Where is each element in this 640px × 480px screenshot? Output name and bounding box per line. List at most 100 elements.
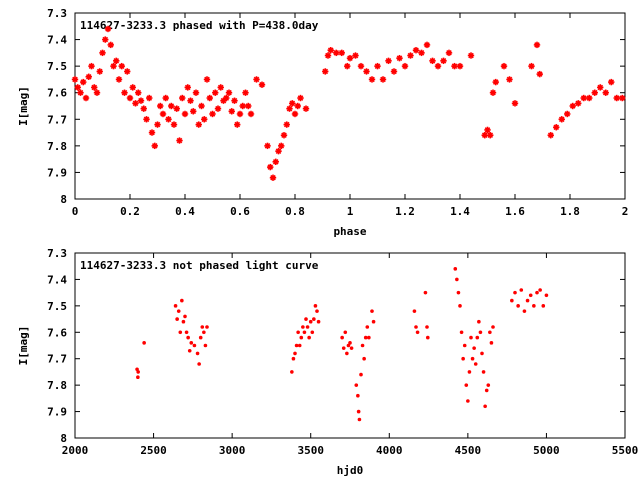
data-point (489, 89, 497, 96)
data-point (349, 346, 354, 350)
data-point (253, 76, 260, 83)
data-point (184, 330, 189, 335)
data-point (338, 49, 345, 57)
y-tick-label: 7.6 (47, 87, 67, 100)
x-tick-label: 0 (72, 205, 79, 218)
data-point (297, 343, 302, 348)
y-tick-label: 8 (60, 432, 67, 445)
data-point (480, 351, 484, 356)
data-point (569, 102, 576, 110)
data-point (459, 330, 464, 335)
data-point (312, 317, 316, 321)
x-tick-label: 0.8 (285, 205, 305, 218)
data-point (608, 78, 615, 86)
data-point (242, 89, 249, 96)
data-point (519, 288, 524, 292)
data-point (365, 325, 370, 329)
data-point (423, 290, 428, 295)
data-point (291, 110, 299, 118)
data-point (201, 116, 208, 123)
data-point (203, 343, 208, 348)
data-point (466, 399, 470, 403)
data-point (354, 383, 359, 387)
data-point (225, 89, 233, 96)
x-tick-label: 0.2 (120, 205, 140, 218)
data-point (356, 409, 361, 414)
data-point (486, 383, 491, 387)
x-tick-label: 3500 (297, 444, 324, 457)
data-point (575, 100, 582, 107)
data-point (484, 126, 491, 134)
data-point (488, 330, 492, 335)
data-point (245, 102, 252, 110)
data-point (415, 330, 420, 335)
data-point (85, 73, 92, 80)
data-point (280, 132, 288, 139)
data-point (429, 57, 436, 65)
data-point (195, 121, 202, 128)
data-point (379, 76, 387, 83)
y-tick-label: 7.9 (47, 166, 67, 179)
y-tick-label: 7.5 (47, 60, 67, 73)
chart-panel-2: 2000 2500 3000 3500 4000 4500 5000 5500 7.3 7.4 7.… (17, 247, 638, 477)
x-tick-label: 4500 (455, 444, 482, 457)
data-point (360, 343, 365, 348)
data-point (363, 68, 370, 75)
x-tick-label: 2500 (140, 444, 167, 457)
data-point (597, 84, 604, 91)
data-point (484, 388, 489, 393)
data-point (345, 351, 349, 356)
data-point (513, 290, 517, 295)
data-point (148, 129, 156, 136)
data-point (461, 356, 465, 361)
data-point (82, 94, 90, 102)
data-point (189, 341, 194, 345)
data-point (440, 57, 447, 65)
x-tick-label: 5500 (612, 444, 639, 457)
data-point (214, 105, 222, 112)
data-point (137, 97, 145, 104)
data-point (154, 121, 161, 128)
data-point (236, 110, 244, 118)
x-axis-label: hjd0 (337, 464, 364, 477)
data-point (586, 94, 593, 102)
data-point (275, 147, 282, 155)
data-point (209, 110, 216, 118)
x-tick-label: 1 (347, 205, 354, 218)
data-point (290, 370, 294, 374)
data-point (423, 41, 431, 49)
data-point (489, 341, 494, 345)
data-point (176, 137, 183, 144)
y-tick-label: 7.7 (47, 353, 67, 366)
data-point (129, 84, 136, 91)
y-tick-label: 7.4 (47, 273, 67, 286)
data-point (205, 325, 209, 329)
data-point (481, 370, 486, 374)
data-point (267, 163, 274, 171)
data-point (362, 356, 366, 361)
data-point (434, 62, 442, 70)
data-point (591, 89, 598, 96)
data-point (445, 49, 453, 57)
data-point (425, 325, 429, 329)
y-tick-label: 7.9 (47, 406, 67, 419)
data-point (322, 68, 329, 75)
data-point (283, 121, 290, 128)
data-point (269, 174, 277, 181)
data-point (313, 304, 318, 308)
data-point (143, 116, 150, 123)
data-point (327, 47, 334, 54)
data-point (456, 62, 464, 70)
data-point (124, 68, 131, 75)
data-point (168, 102, 175, 110)
data-point (418, 49, 425, 57)
data-point (159, 110, 167, 118)
data-point (341, 346, 346, 350)
data-point (602, 89, 609, 96)
data-point (367, 335, 371, 340)
data-point (247, 110, 255, 118)
x-tick-label: 0.6 (230, 205, 250, 218)
y-tick-label: 7.8 (47, 379, 67, 392)
data-point (371, 319, 376, 324)
x-tick-label: 0.4 (175, 205, 195, 218)
